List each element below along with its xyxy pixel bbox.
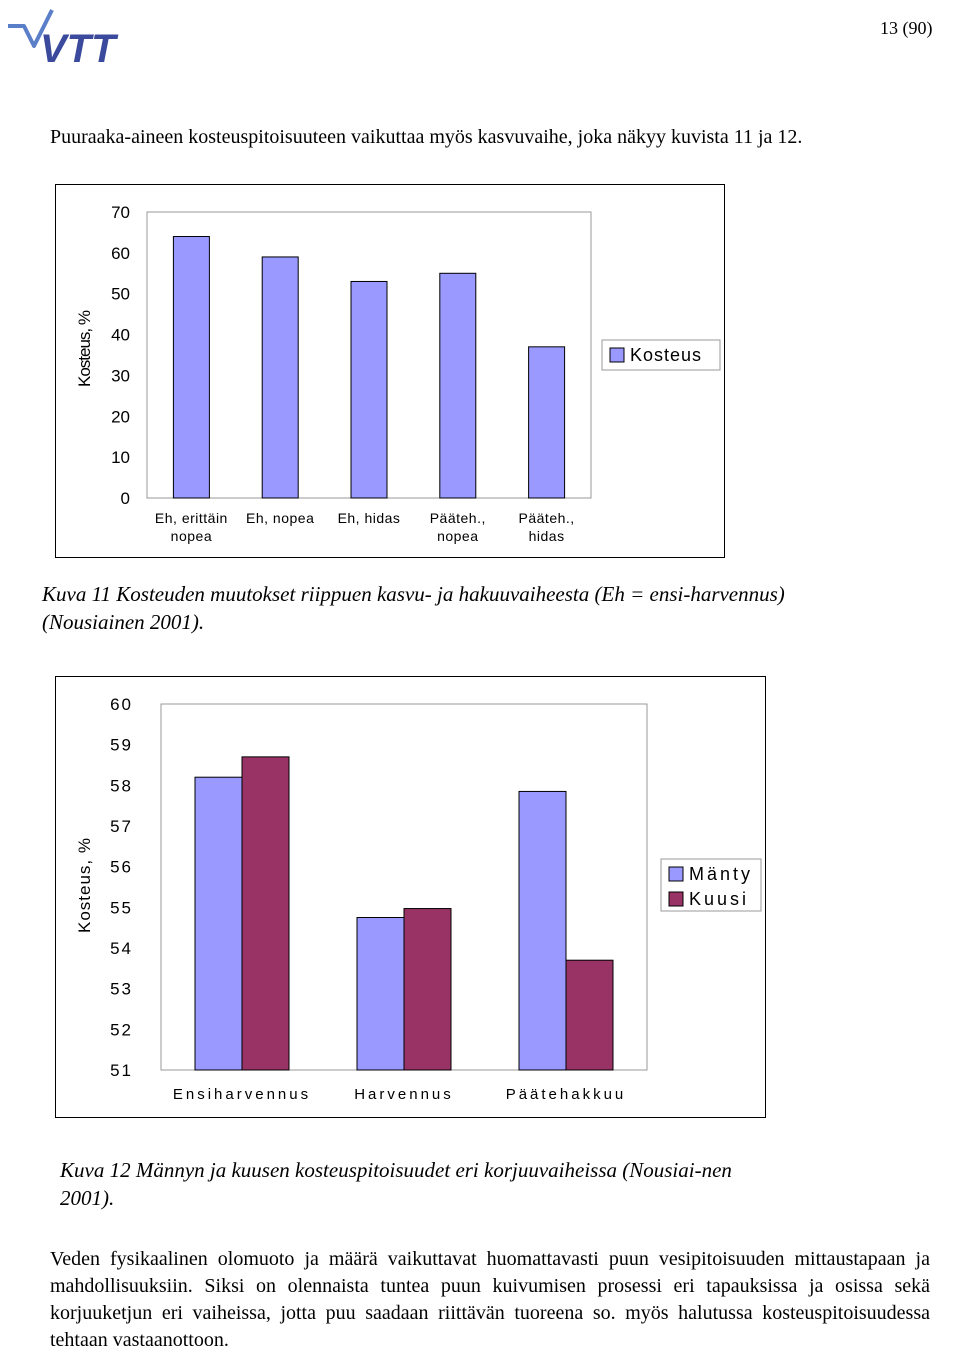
- bar: [518, 790, 567, 1071]
- x-category-label: Pääteh.,: [519, 510, 575, 526]
- x-category-label: Päätehakkuu: [506, 1086, 627, 1103]
- figure-11-chart: 0 10 20 30 40 50 60 70 Kosteus, % Eh, erittäin nop…: [55, 184, 725, 558]
- x-category-label: Harvennus: [354, 1086, 454, 1103]
- bar: [565, 959, 614, 1071]
- y-tick-label: 40: [111, 326, 130, 345]
- page-number: 13 (90): [880, 18, 933, 38]
- bar: [403, 908, 452, 1071]
- figure-11-caption: Kuva 11 Kosteuden muutokset riippuen kas…: [42, 582, 785, 634]
- legend-entry: Kosteus: [630, 345, 702, 365]
- y-tick-label: 0: [121, 489, 130, 508]
- bar: [350, 280, 388, 499]
- bar: [172, 236, 210, 499]
- legend-swatch: [668, 866, 684, 882]
- x-category-label: Eh, hidas: [338, 510, 401, 526]
- x-category-label: Pääteh.,: [430, 510, 486, 526]
- y-tick-label: 56: [110, 858, 133, 877]
- intro-paragraph: Puuraaka-aineen kosteuspitoisuuteen vaik…: [50, 126, 803, 148]
- y-axis-label: Kosteus, %: [75, 310, 94, 387]
- x-category-label: Eh, erittäin: [155, 510, 228, 526]
- y-tick-label: 50: [111, 285, 130, 304]
- figure-12-svg: 51 52 53 54 55 56 57 58 59 60 Kosteus, % Ensiharven…: [75, 695, 762, 1103]
- legend-swatch: [609, 347, 625, 363]
- vtt-logo: VTT: [6, 6, 166, 73]
- figure-12-chart: 51 52 53 54 55 56 57 58 59 60 Kosteus, % Ensiharven…: [55, 676, 766, 1118]
- y-tick-label: 60: [110, 695, 133, 714]
- y-tick-label: 57: [110, 817, 133, 836]
- y-tick-label: 60: [111, 244, 130, 263]
- y-tick-label: 53: [110, 980, 133, 999]
- y-tick-label: 59: [110, 736, 133, 755]
- y-tick-label: 55: [110, 898, 133, 917]
- closing-paragraph: Veden fysikaalinen olomuoto ja määrä vai…: [50, 1248, 930, 1351]
- figure-11-svg: 0 10 20 30 40 50 60 70 Kosteus, % Eh, erittäin nop…: [75, 203, 721, 544]
- bar: [528, 346, 566, 499]
- bar: [439, 272, 477, 499]
- legend-entry: Kuusi: [689, 889, 749, 909]
- vtt-logo-graphic: VTT: [8, 9, 119, 71]
- y-tick-label: 70: [111, 203, 130, 222]
- bar: [261, 256, 299, 499]
- x-category-label: Eh, nopea: [246, 510, 314, 526]
- y-tick-label: 52: [110, 1020, 133, 1039]
- figure-12-caption: Kuva 12 Männyn ja kuusen kosteuspitoisuu…: [60, 1158, 732, 1210]
- x-category-label: hidas: [529, 528, 565, 544]
- x-category-label: nopea: [437, 528, 478, 544]
- y-axis-label: Kosteus, %: [75, 837, 94, 933]
- bar: [241, 756, 290, 1071]
- y-tick-label: 51: [110, 1061, 133, 1080]
- bar: [194, 776, 243, 1071]
- legend-swatch: [668, 891, 684, 907]
- y-tick-label: 58: [110, 776, 133, 795]
- x-category-label: Ensiharvennus: [173, 1086, 311, 1103]
- legend-entry: Mänty: [689, 864, 753, 884]
- y-tick-label: 30: [111, 366, 130, 385]
- logo-text: VTT: [40, 27, 119, 68]
- y-tick-label: 54: [110, 939, 133, 958]
- y-tick-label: 10: [111, 448, 130, 467]
- bar: [356, 917, 405, 1071]
- y-tick-label: 20: [111, 407, 130, 426]
- x-category-label: nopea: [171, 528, 212, 544]
